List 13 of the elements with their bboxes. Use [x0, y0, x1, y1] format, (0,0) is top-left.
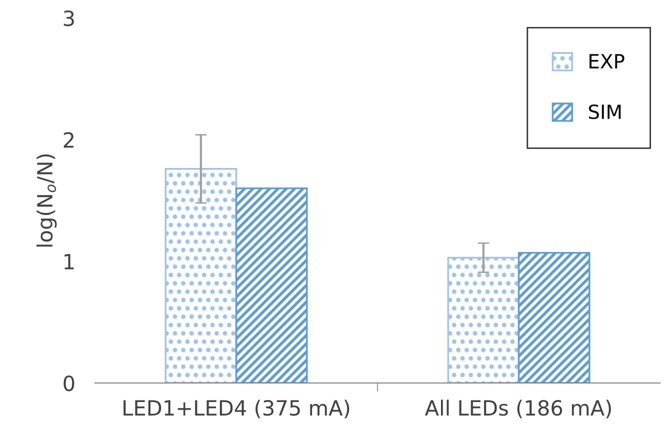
y-tick-label: 2: [64, 132, 74, 148]
y-tick-label: 3: [64, 10, 74, 26]
bar: [235, 188, 308, 383]
y-tick-label: 1: [64, 254, 74, 270]
bar: [518, 252, 590, 383]
y-axis-title: log(N$_{o}$/N): [36, 154, 57, 247]
x-tick-label: LED1+LED4 (375 mA): [124, 400, 350, 418]
x-tick-label: All LEDs (186 mA): [424, 400, 611, 418]
legend-label: SIM: [588, 104, 621, 120]
legend-label: EXP: [590, 54, 624, 68]
y-tick-label: 0: [64, 375, 74, 392]
bar: [447, 256, 520, 383]
bar: [164, 168, 238, 383]
